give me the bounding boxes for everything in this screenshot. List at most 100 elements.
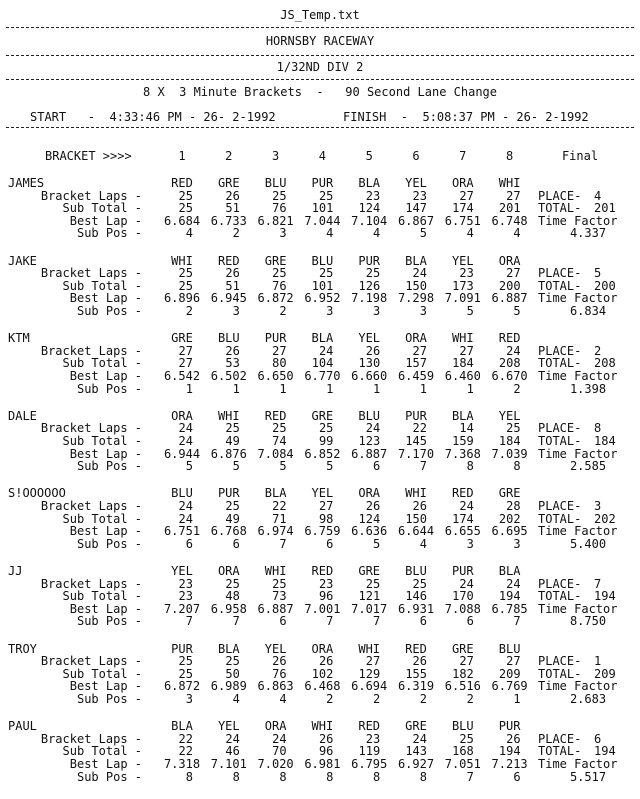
place-label: PLACE- xyxy=(538,188,589,203)
total-label: TOTAL- xyxy=(538,434,589,448)
lane-color: PUR xyxy=(171,641,193,656)
sub-pos-cell: 4 xyxy=(232,692,240,706)
sub-pos-cell: 2 xyxy=(279,304,287,318)
bracket-laps-cell: 26 xyxy=(365,343,381,358)
place-value: 6 xyxy=(594,731,602,746)
best-lap-cell: 6.636 xyxy=(351,524,388,539)
place-value: 1 xyxy=(594,654,602,669)
lane-color: PUR xyxy=(358,253,381,268)
best-lap-cell: 6.945 xyxy=(210,291,247,306)
sub-total-cell: 51 xyxy=(225,278,240,293)
total-label: TOTAL- xyxy=(538,666,589,681)
lane-color: ORA xyxy=(405,331,427,346)
sub-total-cell: 124 xyxy=(358,511,381,526)
divider xyxy=(6,127,634,128)
sub-total-cell: 46 xyxy=(225,744,240,759)
bracket-number: 6 xyxy=(412,149,420,163)
bracket-laps-cell: 26 xyxy=(318,654,334,669)
sub-pos-cell: 6 xyxy=(232,536,240,551)
total-value: 208 xyxy=(594,356,616,371)
bracket-laps-cell: 25 xyxy=(365,576,381,591)
best-lap-cell: 6.795 xyxy=(351,757,388,771)
lane-color: YEL xyxy=(498,408,521,423)
bracket-laps-cell: 24 xyxy=(412,266,427,281)
bracket-laps-cell: 22 xyxy=(178,731,193,746)
bracket-laps-cell: 23 xyxy=(365,731,381,746)
racer-name: JAKE xyxy=(8,253,37,268)
row-label-best-lap: Best Lap - xyxy=(69,601,142,616)
racer-name: S!OOOOOO xyxy=(8,486,66,501)
total-label: TOTAL- xyxy=(538,589,589,604)
sub-total-cell: 76 xyxy=(272,666,287,681)
lane-color: BLA xyxy=(498,564,521,578)
lane-color: WHI xyxy=(451,331,474,346)
place-value: 3 xyxy=(594,499,602,513)
best-lap-cell: 6.751 xyxy=(444,213,481,228)
row-label-sub-pos: Sub Pos - xyxy=(76,769,142,784)
place-value: 4 xyxy=(594,188,602,203)
racer-name: JJ xyxy=(8,564,23,578)
lane-color: BLA xyxy=(171,719,193,734)
best-lap-cell: 6.768 xyxy=(210,524,247,539)
sub-pos-cell: 3 xyxy=(372,304,381,318)
row-label-sub-pos: Sub Pos - xyxy=(76,304,142,318)
total-value: 184 xyxy=(594,434,616,448)
best-lap-cell: 6.655 xyxy=(444,524,481,539)
bracket-laps-cell: 24 xyxy=(412,731,427,746)
sub-total-cell: 49 xyxy=(225,511,240,526)
sub-total-cell: 48 xyxy=(225,589,240,604)
sub-total-cell: 76 xyxy=(272,278,287,293)
lane-color: WHI xyxy=(358,641,381,656)
sub-pos-cell: 4 xyxy=(419,536,427,551)
sub-total-cell: 49 xyxy=(225,434,240,448)
best-lap-cell: 6.516 xyxy=(444,679,481,694)
row-label-best-lap: Best Lap - xyxy=(69,524,142,539)
lane-color: ORA xyxy=(498,253,521,268)
sub-total-cell: 143 xyxy=(405,744,427,759)
row-label-bracket-laps: Bracket Laps - xyxy=(40,576,142,591)
lane-color: BLU xyxy=(217,331,240,346)
sub-pos-cell: 3 xyxy=(326,304,334,318)
sub-total-cell: 50 xyxy=(225,666,240,681)
bracket-laps-cell: 26 xyxy=(318,731,334,746)
sub-pos-cell: 7 xyxy=(185,614,193,629)
lane-color: YEL xyxy=(264,641,287,656)
bracket-laps-cell: 26 xyxy=(412,499,427,513)
bracket-laps-cell: 23 xyxy=(318,576,334,591)
venue-title: HORNSBY RACEWAY xyxy=(265,34,375,48)
best-lap-cell: 7.084 xyxy=(257,446,294,461)
sub-total-cell: 104 xyxy=(311,356,334,371)
bracket-laps-cell: 25 xyxy=(225,499,240,513)
sub-total-cell: 119 xyxy=(358,744,381,759)
bracket-laps-cell: 25 xyxy=(272,576,287,591)
sub-total-cell: 124 xyxy=(358,201,381,216)
row-label-bracket-laps: Bracket Laps - xyxy=(40,188,142,203)
sub-pos-cell: 7 xyxy=(232,614,240,629)
sub-pos-cell: 4 xyxy=(185,226,193,241)
best-lap-cell: 6.944 xyxy=(163,446,201,461)
sub-total-cell: 76 xyxy=(272,201,287,216)
sub-total-cell: 53 xyxy=(225,356,240,371)
best-lap-cell: 7.044 xyxy=(304,213,341,228)
best-lap-cell: 6.759 xyxy=(304,524,341,539)
best-lap-cell: 6.887 xyxy=(257,601,294,616)
bracket-laps-cell: 26 xyxy=(506,731,521,746)
place-value: 7 xyxy=(594,576,602,591)
best-lap-cell: 6.931 xyxy=(397,601,435,616)
sub-total-cell: 98 xyxy=(318,511,334,526)
best-lap-cell: 6.459 xyxy=(397,369,435,383)
lane-color: RED xyxy=(217,253,240,268)
sub-total-cell: 126 xyxy=(358,278,381,293)
sub-pos-cell: 2 xyxy=(466,692,474,706)
sub-pos-cell: 4 xyxy=(326,226,334,241)
bracket-laps-cell: 25 xyxy=(225,654,240,669)
bracket-laps-cell: 24 xyxy=(506,576,521,591)
sub-pos-cell: 1 xyxy=(185,381,193,396)
best-lap-cell: 6.733 xyxy=(210,213,247,228)
sub-pos-cell: 8 xyxy=(419,769,427,784)
sub-pos-cell: 4 xyxy=(513,226,521,241)
sub-total-cell: 23 xyxy=(178,589,193,604)
lane-color: ORA xyxy=(171,408,193,423)
best-lap-cell: 6.876 xyxy=(210,446,247,461)
best-lap-cell: 6.974 xyxy=(257,524,294,539)
